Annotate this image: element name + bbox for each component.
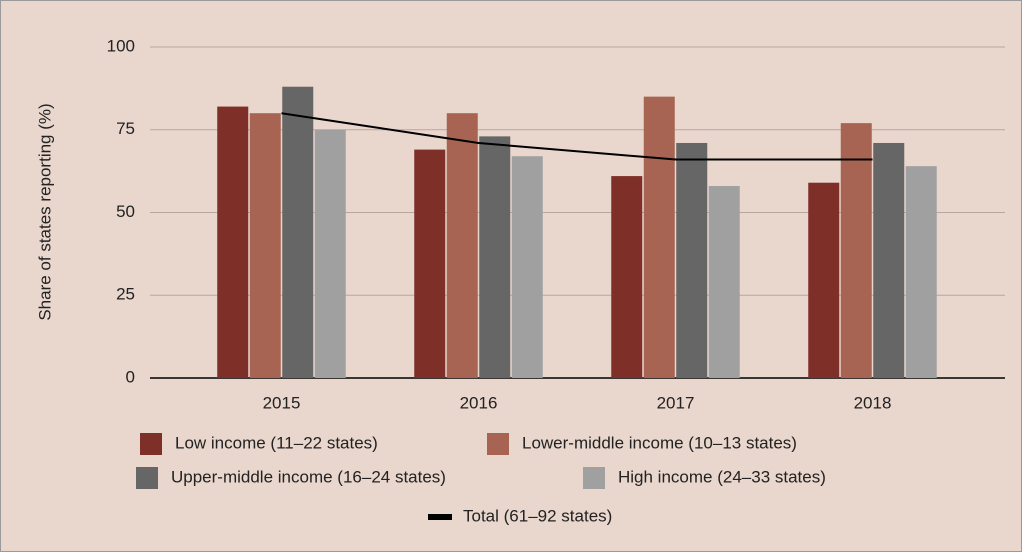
x-tick-label: 2015 (263, 393, 301, 412)
bar (414, 149, 446, 378)
bar (905, 166, 937, 378)
legend-swatch (428, 514, 452, 520)
bar (873, 142, 905, 378)
bar (446, 113, 478, 378)
y-tick-label: 100 (107, 36, 135, 55)
y-axis-label: Share of states reporting (%) (35, 103, 54, 320)
bar (808, 182, 840, 378)
bar (249, 113, 281, 378)
bar (479, 136, 511, 378)
legend-label: High income (24–33 states) (618, 467, 826, 486)
y-tick-label: 50 (116, 202, 135, 221)
legend-label: Lower-middle income (10–13 states) (522, 433, 797, 452)
bar (314, 129, 346, 378)
legend-label: Upper-middle income (16–24 states) (171, 467, 446, 486)
y-tick-label: 25 (116, 285, 135, 304)
y-tick-label: 75 (116, 119, 135, 138)
legend-label: Low income (11–22 states) (175, 433, 378, 452)
bar (708, 186, 740, 378)
bar (217, 106, 249, 378)
bar (611, 176, 643, 378)
total-line (281, 112, 873, 161)
y-tick-label: 0 (126, 367, 135, 386)
bar (643, 96, 675, 379)
legend-label: Total (61–92 states) (463, 506, 612, 525)
bar (511, 156, 543, 378)
x-tick-label: 2018 (854, 393, 892, 412)
x-tick-label: 2017 (657, 393, 695, 412)
legend-swatch (140, 433, 162, 455)
x-tick-label: 2016 (460, 393, 498, 412)
bar (282, 86, 314, 378)
legend-swatch (583, 467, 605, 489)
bar (676, 142, 708, 378)
legend-swatch (136, 467, 158, 489)
bar (840, 123, 872, 378)
legend-swatch (487, 433, 509, 455)
